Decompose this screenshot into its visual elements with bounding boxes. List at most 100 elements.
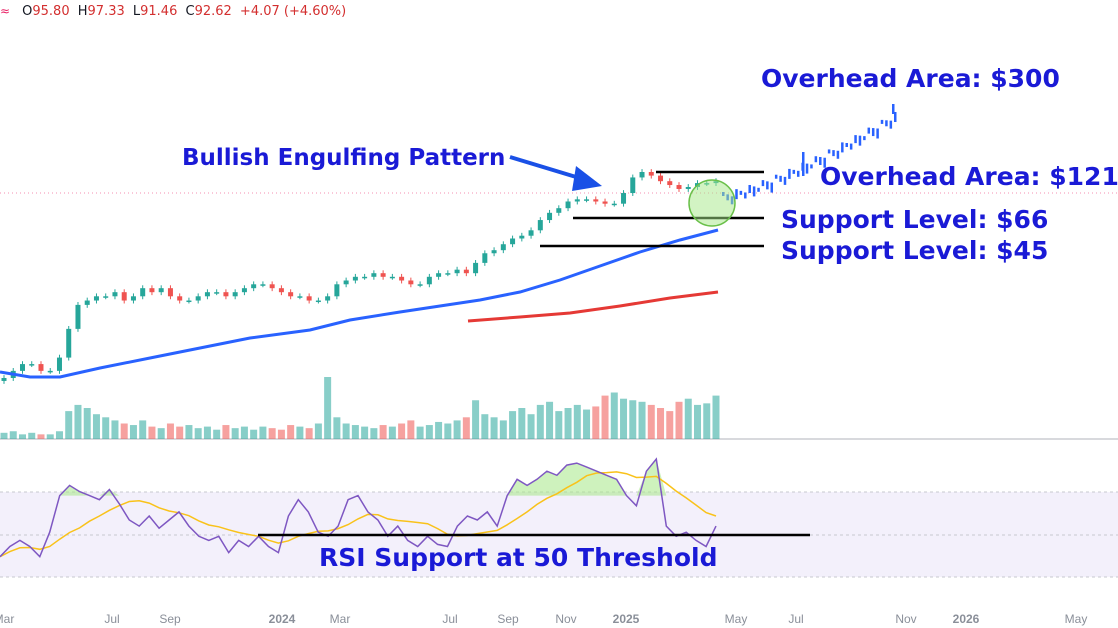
volume-bar xyxy=(657,408,665,439)
volume-bar xyxy=(342,423,350,439)
close-label: C xyxy=(185,4,195,19)
volume-bar xyxy=(120,423,128,439)
candle-body xyxy=(658,175,664,182)
volume-bar xyxy=(573,404,581,439)
support-66-label: Support Level: $66 xyxy=(781,205,1049,234)
candle-body xyxy=(500,244,506,251)
candle-body xyxy=(19,364,25,371)
projection-bar xyxy=(827,149,831,154)
candle-body xyxy=(537,220,543,231)
candle-body xyxy=(75,304,81,329)
projection-bar xyxy=(841,142,844,153)
volume-bar xyxy=(518,408,526,439)
open-label: O xyxy=(22,4,33,19)
projection-bar xyxy=(832,150,835,157)
candle-body xyxy=(556,208,562,213)
volume-bar xyxy=(462,417,470,439)
projection-bar xyxy=(880,119,884,124)
candle-body xyxy=(473,262,479,274)
projection-bar xyxy=(871,128,875,137)
volume-bar xyxy=(111,420,119,439)
candle-body xyxy=(667,181,673,186)
projection-bars xyxy=(722,104,897,205)
volume-bar xyxy=(0,432,8,439)
projection-bar xyxy=(802,152,805,176)
volume-bar xyxy=(379,425,387,439)
x-tick-label: Sep xyxy=(497,612,519,626)
volume-bar xyxy=(55,431,63,439)
candle-body xyxy=(408,280,414,285)
volume-bar xyxy=(416,426,424,439)
volume-bar xyxy=(620,398,628,439)
volume-bar xyxy=(268,428,276,439)
volume-bar xyxy=(564,408,572,439)
candle-body xyxy=(593,199,599,202)
volume-bar xyxy=(351,425,359,439)
open-value: 95.80 xyxy=(32,4,70,19)
candle-body xyxy=(371,273,377,277)
volume-bar xyxy=(324,377,332,439)
rsi-line xyxy=(0,457,717,559)
x-tick-label: 2026 xyxy=(953,612,980,626)
volume-bar xyxy=(638,401,646,439)
rsi-overbought-fill xyxy=(0,459,716,496)
candle-body xyxy=(482,253,488,263)
candle-body xyxy=(1,378,7,381)
volume-bar xyxy=(287,425,295,439)
volume-bar xyxy=(305,428,313,439)
projection-bar xyxy=(774,174,778,179)
volume-bar xyxy=(194,428,202,439)
volume-bar xyxy=(203,426,211,439)
candle-body xyxy=(130,296,136,301)
projection-bar xyxy=(889,120,893,129)
projection-bar xyxy=(783,176,787,185)
bullish-arrow-head xyxy=(572,166,602,191)
projection-bar xyxy=(894,112,897,122)
volume-bar xyxy=(601,395,609,439)
x-tick-label: Jul xyxy=(442,612,457,626)
volume-bar xyxy=(499,420,507,439)
projection-bar xyxy=(892,104,895,114)
volume-bar xyxy=(425,425,433,439)
volume-bar xyxy=(536,404,544,439)
candle-body xyxy=(269,284,275,289)
candle-body xyxy=(325,296,331,301)
projection-bar xyxy=(867,127,871,134)
volume-bar xyxy=(527,414,535,439)
projection-bar xyxy=(752,186,756,197)
volume-bar xyxy=(250,429,258,439)
engulfing-highlight xyxy=(688,179,736,227)
volume-bar xyxy=(102,417,110,439)
candle-body xyxy=(445,273,451,275)
volume-bar xyxy=(361,426,369,439)
candle-body xyxy=(214,292,220,294)
candle-body xyxy=(66,328,72,358)
candle-body xyxy=(519,235,525,239)
projection-bar xyxy=(739,190,743,195)
projection-bar xyxy=(854,135,857,144)
volume-bar xyxy=(592,406,600,439)
support-45-label: Support Level: $45 xyxy=(781,236,1049,265)
volume-bar xyxy=(712,395,720,439)
candle-body xyxy=(56,357,62,371)
candle-body xyxy=(149,288,155,293)
x-tick-label: 2024 xyxy=(269,612,296,626)
projection-bar xyxy=(735,189,738,200)
candle-body xyxy=(399,276,405,281)
candle-body xyxy=(251,284,257,289)
projection-bar xyxy=(849,143,853,150)
candle-body xyxy=(278,288,284,293)
projection-bar xyxy=(858,135,862,146)
x-axis: Mar Jul Sep 2024 Mar Jul Sep Nov 2025 May Jul Nov 20… xyxy=(0,612,1087,626)
volume-bar xyxy=(185,425,193,439)
candle-body xyxy=(676,185,682,189)
candle-body xyxy=(204,292,210,297)
volume-bar xyxy=(583,409,591,439)
volume-bar xyxy=(444,423,452,439)
candle-body xyxy=(547,212,553,221)
volume-bar xyxy=(92,414,100,439)
candle-body xyxy=(103,296,109,298)
volume-bar xyxy=(296,426,304,439)
x-tick-label: Nov xyxy=(555,612,576,626)
candle-body xyxy=(389,276,395,279)
